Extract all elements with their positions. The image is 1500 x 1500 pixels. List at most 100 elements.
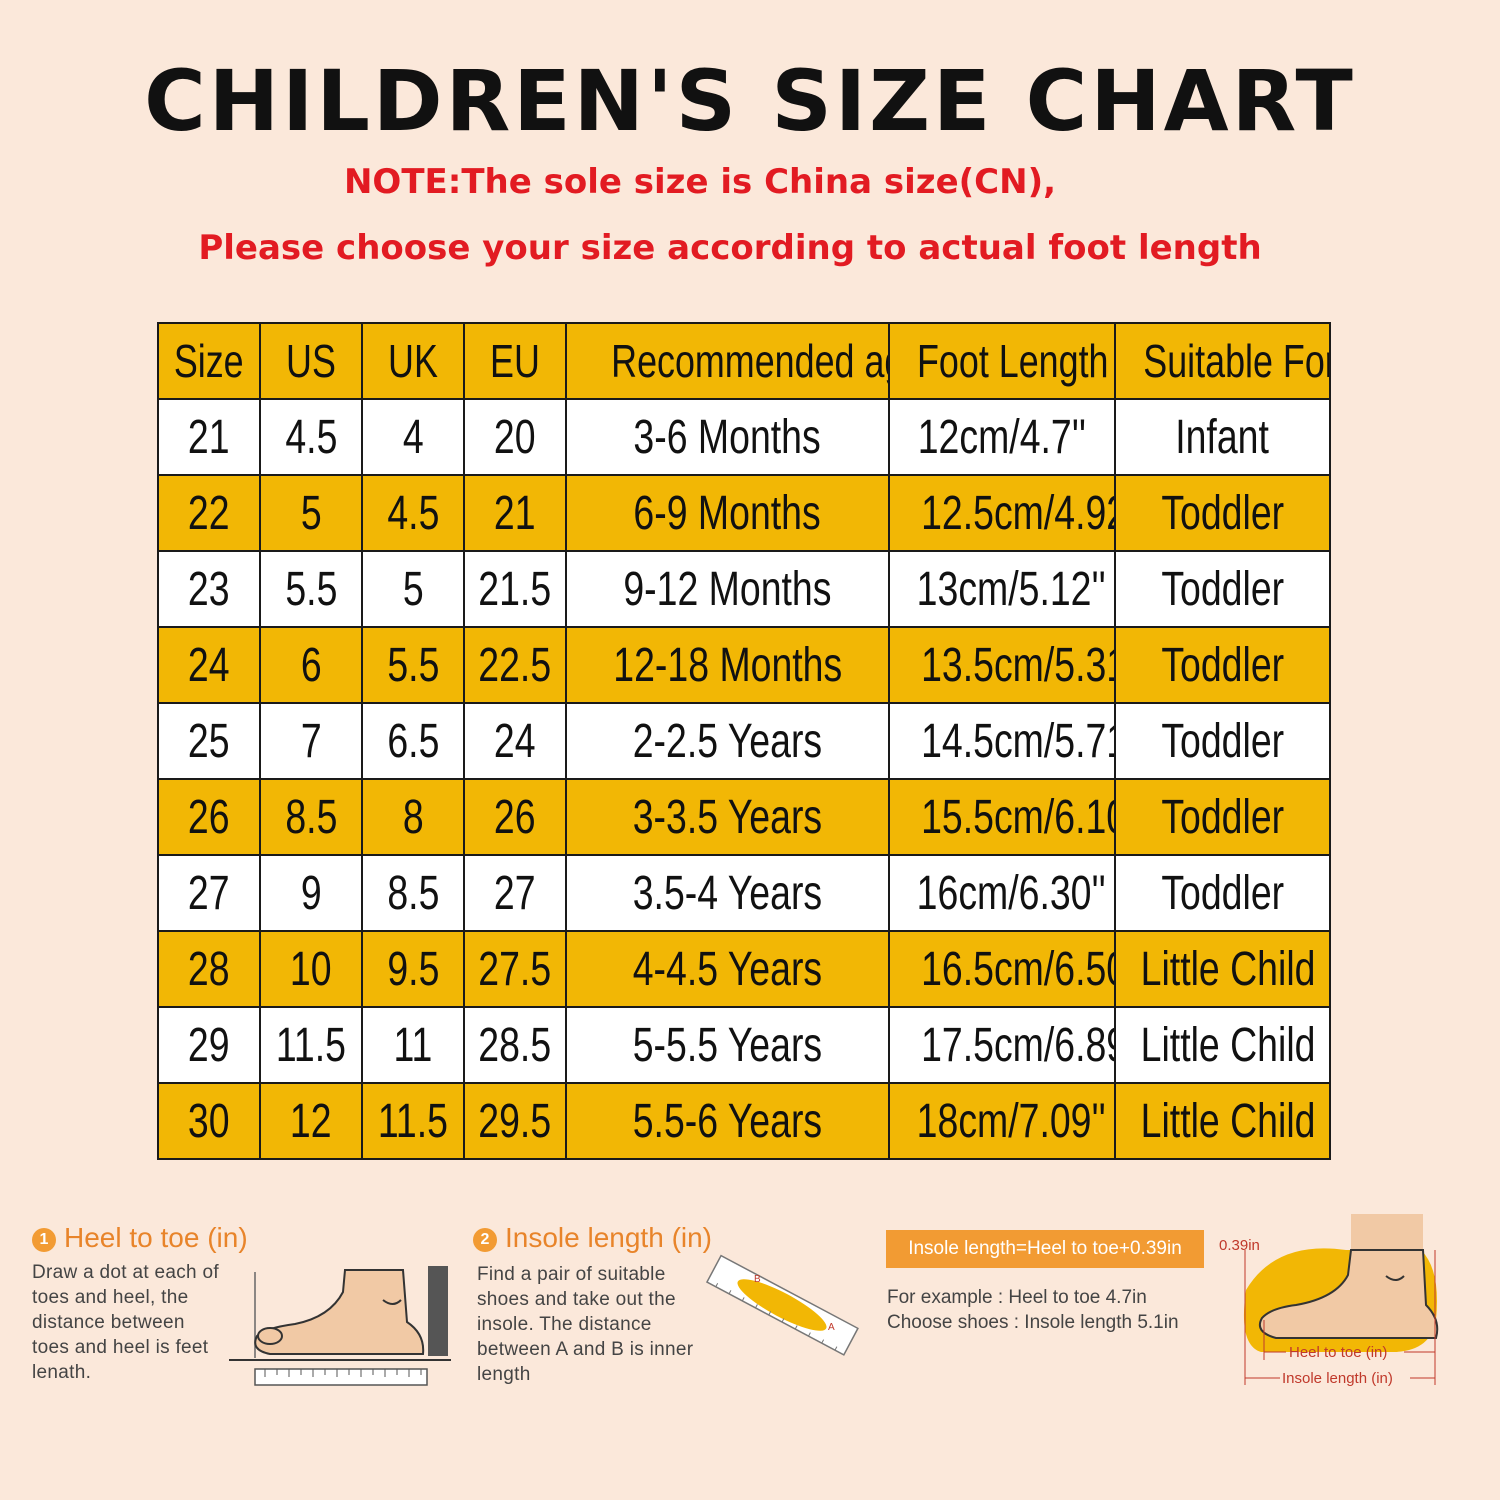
table-cell: 2-2.5 Years [565, 702, 890, 780]
step2-line: Find a pair of suitable [477, 1264, 666, 1285]
example-text: For example : Heel to toe 4.7in Choose s… [887, 1285, 1179, 1335]
table-cell: 16.5cm/6.50'' [888, 930, 1116, 1008]
table-cell: 5 [259, 474, 363, 552]
table-cell: 11.5 [259, 1006, 363, 1084]
table-cell: 26 [463, 778, 567, 856]
table-cell-value: 24 [188, 638, 230, 692]
table-cell-value: 29 [188, 1018, 230, 1072]
table-cell: 5.5-6 Years [565, 1082, 890, 1160]
table-cell: 29.5 [463, 1082, 567, 1160]
step1-title: 1 Heel to toe (in) [32, 1222, 248, 1254]
table-cell: 5-5.5 Years [565, 1006, 890, 1084]
table-cell-value: 14.5cm/5.71'' [921, 714, 1113, 768]
table-cell: 5.5 [259, 550, 363, 628]
table-cell: 5.5 [361, 626, 465, 704]
table-cell: 3-6 Months [565, 398, 890, 476]
table-cell-value: 29.5 [478, 1094, 552, 1148]
table-row: 26 8.5 8 26 3-3.5 Years 15.5cm/6.10'' Toddler [157, 778, 1331, 856]
table-cell: 6 [259, 626, 363, 704]
gap-label: 0.39in [1219, 1237, 1260, 1254]
table-cell-value: 6.5 [386, 714, 440, 768]
column-header: EU [463, 322, 567, 400]
table-cell: 8.5 [361, 854, 465, 932]
marker-b: B [754, 1274, 761, 1285]
table-cell-value: 16cm/6.30'' [916, 866, 1106, 920]
table-cell-value: 21.5 [478, 562, 552, 616]
table-cell-value: 9.5 [386, 942, 440, 996]
table-cell: 12-18 Months [565, 626, 890, 704]
step2-line: between A and B is inner [477, 1339, 694, 1360]
step1-line: toes and heel, the [32, 1287, 189, 1308]
table-cell-value: 7 [300, 714, 322, 768]
table-cell-value: 27 [188, 866, 230, 920]
table-cell: Toddler [1114, 550, 1331, 628]
table-cell: Infant [1114, 398, 1331, 476]
table-cell-value: Infant [1175, 410, 1270, 464]
table-cell-value: 6 [300, 638, 322, 692]
table-cell-value: 30 [188, 1094, 230, 1148]
table-cell-value: 5.5 [284, 562, 338, 616]
table-cell: 29 [157, 1006, 261, 1084]
table-cell-value: 6-9 Months [633, 486, 822, 540]
insole-diagram [1243, 1214, 1439, 1385]
table-cell-value: 21 [494, 486, 536, 540]
step2-title: 2 Insole length (in) [473, 1222, 712, 1254]
table-cell: Toddler [1114, 702, 1331, 780]
table-cell: 17.5cm/6.89'' [888, 1006, 1116, 1084]
page-title: CHILDREN'S SIZE CHART [144, 52, 1356, 150]
table-cell: 22 [157, 474, 261, 552]
table-cell-value: Toddler [1161, 866, 1284, 920]
table-cell: 24 [157, 626, 261, 704]
step2-number-badge: 2 [473, 1227, 497, 1252]
table-cell-value: 12-18 Months [613, 638, 842, 692]
table-cell: 3.5-4 Years [565, 854, 890, 932]
table-cell: Toddler [1114, 474, 1331, 552]
table-cell: 5 [361, 550, 465, 628]
table-cell-value: 11.5 [377, 1094, 449, 1148]
table-row: 28 10 9.5 27.5 4-4.5 Years 16.5cm/6.50'' Littl… [157, 930, 1331, 1008]
table-cell: 20 [463, 398, 567, 476]
table-cell: Little Child [1114, 930, 1331, 1008]
table-cell-value: 13cm/5.12'' [916, 562, 1106, 616]
table-cell: 27 [463, 854, 567, 932]
table-cell: 3-3.5 Years [565, 778, 890, 856]
table-cell: Toddler [1114, 854, 1331, 932]
table-cell: Toddler [1114, 626, 1331, 704]
table-cell-value: 8.5 [386, 866, 440, 920]
table-cell-value: 9-12 Months [623, 562, 832, 616]
table-cell-value: 3.5-4 Years [632, 866, 823, 920]
table-cell-value: Toddler [1161, 790, 1284, 844]
table-cell: 13cm/5.12'' [888, 550, 1116, 628]
wall-block [428, 1266, 448, 1356]
table-cell-value: Little Child [1140, 1094, 1316, 1148]
heel-to-toe-label: Heel to toe (in) [1289, 1344, 1388, 1361]
table-cell: 14.5cm/5.71'' [888, 702, 1116, 780]
table-cell: 9 [259, 854, 363, 932]
table-cell: Little Child [1114, 1082, 1331, 1160]
step1-line: lenath. [32, 1362, 92, 1383]
column-header-label: UK [388, 335, 438, 387]
table-row: 21 4.5 4 20 3-6 Months 12cm/4.7'' Infant [157, 398, 1331, 476]
table-cell-value: 21 [188, 410, 230, 464]
table-cell-value: 18cm/7.09'' [916, 1094, 1106, 1148]
table-cell: 12.5cm/4.92'' [888, 474, 1116, 552]
table-cell-value: 5.5-6 Years [632, 1094, 823, 1148]
step2-line: length [477, 1364, 531, 1385]
table-row: 30 12 11.5 29.5 5.5-6 Years 18cm/7.09'' Little… [157, 1082, 1331, 1160]
table-cell: 24 [463, 702, 567, 780]
table-cell: 6-9 Months [565, 474, 890, 552]
table-cell: 8 [361, 778, 465, 856]
table-cell-value: 8 [402, 790, 424, 844]
insole-length-label: Insole length (in) [1282, 1370, 1393, 1387]
table-cell-value: 26 [188, 790, 230, 844]
ruler-ticks [264, 1369, 422, 1377]
table-cell-value: 5 [402, 562, 424, 616]
table-cell: 21 [463, 474, 567, 552]
table-cell-value: 4-4.5 Years [632, 942, 823, 996]
table-header-row: Size US UK EU Recommended age Foot Length Suit… [157, 322, 1331, 400]
column-header-label: US [286, 335, 336, 387]
diagram-foot-shape [1258, 1249, 1439, 1339]
table-cell: 16cm/6.30'' [888, 854, 1116, 932]
insole-shape [737, 1279, 827, 1331]
table-cell-value: Toddler [1161, 562, 1284, 616]
